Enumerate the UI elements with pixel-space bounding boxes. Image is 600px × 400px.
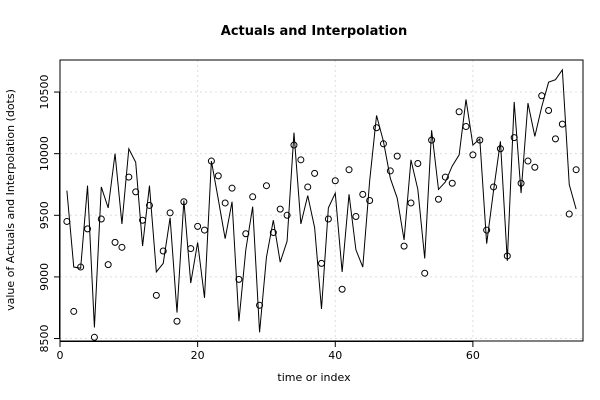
actual-point — [63, 217, 71, 225]
grid — [59, 60, 583, 341]
actual-point — [324, 215, 332, 223]
actual-point — [476, 136, 484, 144]
actual-point — [345, 166, 353, 174]
actual-point — [462, 123, 470, 131]
actual-point — [152, 291, 160, 299]
actual-point — [201, 226, 209, 234]
actual-point — [393, 152, 401, 160]
y-tick-label: 10000 — [38, 136, 51, 171]
actual-point — [455, 108, 463, 116]
actual-point — [359, 190, 367, 198]
actual-point — [304, 183, 312, 191]
actual-point — [139, 216, 147, 224]
x-tick-label: 40 — [328, 349, 342, 362]
x-axis: 0 20 40 60 — [57, 341, 480, 362]
actual-point — [503, 252, 511, 260]
actual-point — [70, 307, 78, 315]
actual-point — [448, 179, 456, 187]
actual-point — [407, 199, 415, 207]
actual-point — [194, 222, 202, 230]
actual-point — [331, 177, 339, 185]
actual-point — [262, 182, 270, 190]
actual-point — [572, 166, 580, 174]
x-tick-label: 0 — [57, 349, 64, 362]
y-tick-label: 9000 — [38, 263, 51, 291]
chart-title: Actuals and Interpolation — [221, 24, 407, 39]
actual-point — [379, 140, 387, 148]
actual-point — [414, 160, 422, 168]
actual-point — [311, 169, 319, 177]
actual-point — [290, 141, 298, 149]
actual-point — [118, 243, 126, 251]
actual-point — [235, 275, 243, 283]
actual-point — [180, 198, 188, 206]
actual-point — [84, 225, 92, 233]
x-axis-label: time or index — [277, 371, 351, 384]
actual-point — [111, 238, 119, 246]
actual-point — [159, 247, 167, 255]
x-tick-label: 60 — [466, 349, 480, 362]
actual-point — [490, 183, 498, 191]
actual-point — [434, 195, 442, 203]
actual-point — [496, 145, 504, 153]
actual-point — [366, 197, 374, 204]
actual-point — [352, 213, 360, 221]
actual-point — [421, 269, 429, 277]
actual-point — [297, 156, 305, 164]
actual-point — [538, 92, 546, 100]
actual-point — [517, 179, 525, 187]
actual-point — [558, 120, 566, 128]
actual-point — [221, 199, 229, 207]
actual-point — [318, 259, 325, 267]
actual-point — [77, 263, 85, 271]
actual-point — [400, 242, 408, 250]
actual-point — [269, 229, 277, 237]
actual-point — [524, 157, 532, 165]
actual-point — [97, 215, 105, 223]
actual-point — [187, 245, 195, 253]
actual-point — [249, 193, 257, 201]
y-tick-label: 9500 — [38, 201, 51, 229]
y-tick-label: 10500 — [38, 75, 51, 110]
actual-point — [132, 188, 140, 196]
actual-point — [256, 301, 264, 309]
actual-point — [214, 172, 222, 180]
actual-point — [338, 285, 346, 293]
actual-point — [551, 135, 559, 143]
actual-point — [565, 210, 573, 218]
actual-point — [283, 211, 291, 219]
actual-point — [242, 230, 250, 238]
actual-point — [173, 317, 181, 325]
actual-point — [228, 184, 236, 192]
actual-point — [483, 226, 491, 234]
actual-point — [441, 173, 449, 181]
interpolation-line — [66, 68, 577, 333]
actual-point — [276, 205, 284, 213]
actual-point — [207, 157, 215, 165]
actual-point — [125, 173, 133, 181]
x-tick-label: 20 — [191, 349, 205, 362]
actual-point — [90, 333, 98, 341]
actual-point — [428, 136, 436, 144]
actual-point — [373, 124, 381, 132]
actual-point — [166, 209, 174, 217]
actual-point — [469, 151, 477, 159]
series-group — [63, 68, 580, 341]
y-axis-label: value of Actuals and Interpolation (dots… — [4, 89, 17, 311]
actual-point — [531, 163, 539, 171]
y-axis: 8500 9000 9500 10000 10500 — [38, 75, 60, 353]
y-tick-label: 8500 — [38, 325, 51, 353]
actual-point — [104, 261, 112, 269]
actual-point — [545, 107, 553, 115]
actual-point — [386, 167, 394, 175]
actual-point — [145, 201, 153, 209]
actual-point — [510, 134, 518, 142]
